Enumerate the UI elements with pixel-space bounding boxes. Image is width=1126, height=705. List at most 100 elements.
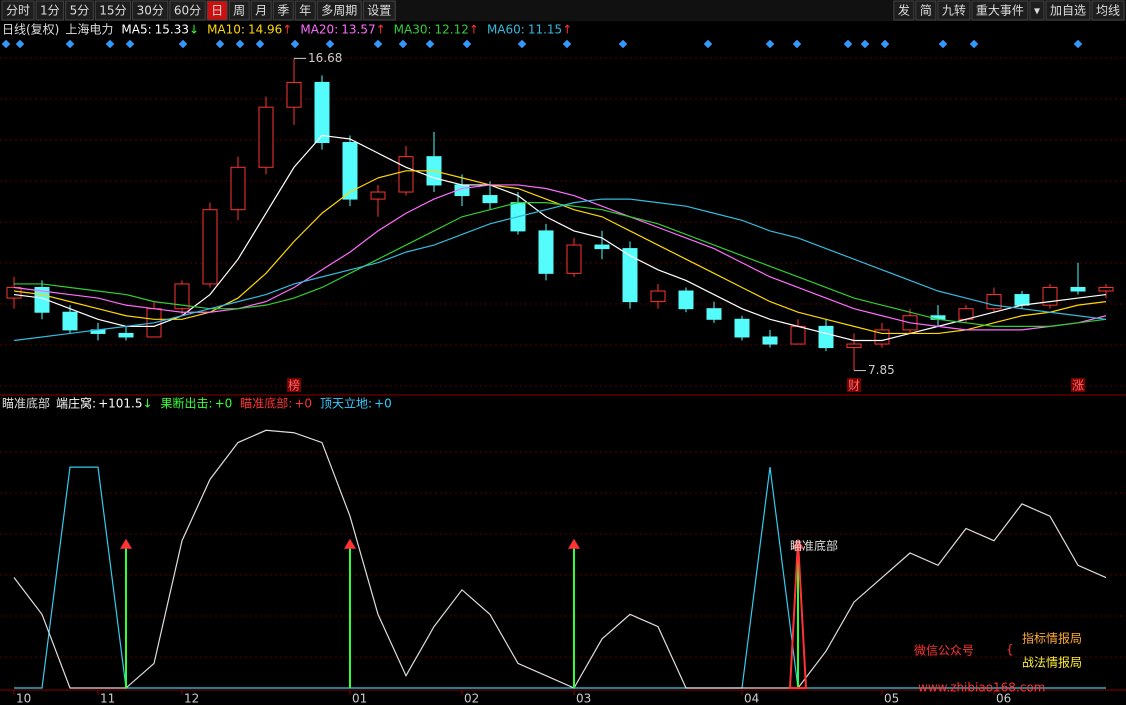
ma-name: MA30: xyxy=(394,23,432,37)
toolbar-button-label[interactable]: 重大事件 xyxy=(976,4,1024,18)
toolbar-button[interactable] xyxy=(1091,0,1125,21)
event-marker[interactable] xyxy=(125,39,135,49)
event-tag-bg[interactable] xyxy=(847,378,861,392)
toolbar-button-label[interactable]: 5分 xyxy=(70,4,90,18)
toolbar-button-label[interactable]: 季 xyxy=(277,4,289,18)
toolbar-button-label[interactable]: 周 xyxy=(233,4,245,18)
toolbar-button[interactable] xyxy=(94,0,132,21)
indicator-value: +0 xyxy=(374,397,392,411)
event-marker[interactable] xyxy=(373,39,383,49)
toolbar-button[interactable] xyxy=(915,0,937,21)
toolbar-button[interactable] xyxy=(971,0,1029,21)
event-tag-bg[interactable] xyxy=(1071,378,1085,392)
toolbar-button[interactable] xyxy=(362,0,396,21)
event-marker[interactable] xyxy=(178,39,188,49)
ma-name: MA60: xyxy=(487,23,525,37)
min-price-label: 7.85 xyxy=(868,363,895,377)
toolbar-button-label[interactable]: 60分 xyxy=(174,4,201,18)
toolbar-button-label[interactable]: 月 xyxy=(255,4,267,18)
candle-body xyxy=(762,336,778,345)
event-tag[interactable]: 涨 xyxy=(1072,378,1084,393)
strike-arrow xyxy=(568,538,580,549)
toolbar-button[interactable] xyxy=(169,0,206,21)
ma-name: MA10: xyxy=(207,23,245,37)
toolbar-button-label[interactable]: 多周期 xyxy=(321,4,357,18)
event-marker[interactable] xyxy=(15,39,25,49)
event-marker[interactable] xyxy=(1,39,11,49)
toolbar-button-label[interactable]: 九转 xyxy=(942,3,966,18)
toolbar-button[interactable] xyxy=(65,0,94,21)
ma-name: MA5: xyxy=(121,23,151,37)
event-marker[interactable] xyxy=(462,39,472,49)
indicator-name: 顶天立地: xyxy=(320,396,372,411)
indicator-line xyxy=(13,429,1107,689)
ma-name: MA20: xyxy=(300,23,338,37)
event-tag[interactable]: 榜 xyxy=(288,378,300,393)
stock-name: 上海电力 xyxy=(65,22,113,37)
watermark-brace: { xyxy=(1006,643,1014,657)
toolbar-button-label[interactable]: 分时 xyxy=(6,4,30,18)
toolbar-button-label[interactable]: 年 xyxy=(299,4,311,18)
toolbar-button[interactable] xyxy=(206,0,228,21)
toolbar-button-label[interactable]: 日 xyxy=(211,4,223,18)
toolbar-button-label[interactable]: 15分 xyxy=(99,4,126,18)
event-marker[interactable] xyxy=(105,39,115,49)
event-tag[interactable]: 财 xyxy=(848,379,860,393)
indicator-name: 端庄窝: xyxy=(56,396,96,411)
toolbar-button[interactable] xyxy=(35,0,65,21)
toolbar-button-label[interactable]: ▾ xyxy=(1034,4,1040,18)
candle-body xyxy=(398,156,414,193)
toolbar-button[interactable] xyxy=(1045,0,1091,21)
indicator-value: +0 xyxy=(294,397,312,411)
candle-body xyxy=(846,343,862,349)
ma-trend: ↑ xyxy=(562,23,572,37)
toolbar-button-label[interactable]: 设置 xyxy=(367,4,391,18)
toolbar-button-label[interactable]: 加自选 xyxy=(1050,4,1086,18)
candle-body xyxy=(650,290,666,303)
toolbar-button[interactable] xyxy=(1,0,35,21)
event-marker[interactable] xyxy=(290,39,300,49)
candle-body xyxy=(118,332,134,338)
toolbar-button[interactable] xyxy=(250,0,272,21)
toolbar-button[interactable] xyxy=(893,0,915,21)
toolbar-button[interactable] xyxy=(937,0,971,21)
event-marker[interactable] xyxy=(425,39,435,49)
x-tick-label: 11 xyxy=(100,692,115,705)
event-marker[interactable] xyxy=(65,39,75,49)
event-marker[interactable] xyxy=(215,39,225,49)
toolbar-button-label[interactable]: 均线 xyxy=(1096,4,1120,18)
x-tick-label: 12 xyxy=(184,692,199,705)
event-marker[interactable] xyxy=(255,39,265,49)
ma-line xyxy=(14,202,1107,327)
toolbar-button[interactable] xyxy=(1029,0,1045,21)
toolbar-button-label[interactable]: 1分 xyxy=(40,4,60,18)
candle-body xyxy=(258,106,274,168)
candle-body xyxy=(594,244,610,250)
ma-trend: ↑ xyxy=(282,23,292,37)
indicator-trend: ↓ xyxy=(142,397,152,411)
max-price-label: 16.68 xyxy=(308,51,342,65)
candle-body xyxy=(6,286,22,299)
event-tag-bg[interactable] xyxy=(287,378,301,392)
aim-signal xyxy=(788,540,808,689)
candle-body xyxy=(1098,286,1114,292)
candle-body xyxy=(314,81,330,144)
toolbar-button[interactable] xyxy=(294,0,316,21)
toolbar-button-label[interactable]: 简 xyxy=(920,4,932,18)
toolbar-button[interactable] xyxy=(228,0,250,21)
toolbar-button[interactable] xyxy=(132,0,169,21)
ma-trend: ↓ xyxy=(189,23,199,37)
toolbar-button[interactable] xyxy=(316,0,362,21)
ma-value: 11.15 xyxy=(528,23,562,37)
period-label: 日线(复权) xyxy=(2,23,59,37)
event-marker[interactable] xyxy=(398,39,408,49)
x-tick-label: 01 xyxy=(352,692,367,705)
event-marker[interactable] xyxy=(235,39,245,49)
toolbar-button-label[interactable]: 发 xyxy=(898,3,910,18)
event-marker[interactable] xyxy=(325,39,335,49)
toolbar-button[interactable] xyxy=(272,0,294,21)
candle-body xyxy=(1014,294,1030,306)
toolbar-button-label[interactable]: 30分 xyxy=(137,4,164,18)
